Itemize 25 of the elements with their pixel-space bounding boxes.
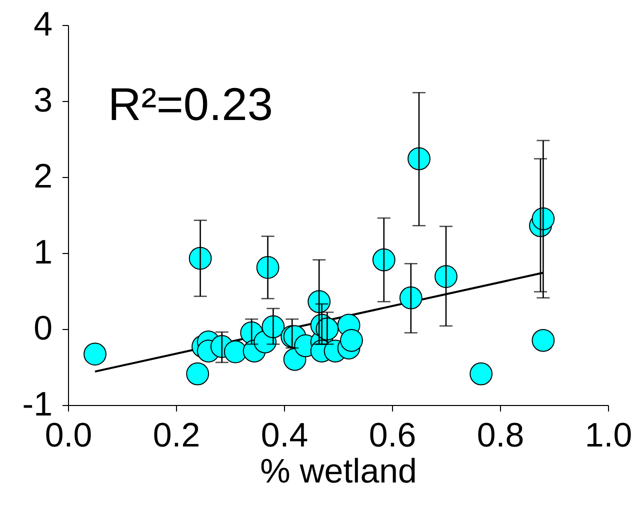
y-tick-label: 1 [34,234,52,272]
point [532,328,555,352]
x-tick-label: 0.6 [368,416,416,454]
y-tick-label: 2 [34,158,52,196]
y-tick-label: 3 [34,82,52,120]
x-axis-title: % wetland [260,452,417,490]
y-tick-label: 0 [34,310,52,348]
y-tick-label: 4 [34,6,52,44]
point [224,340,247,364]
point [399,286,422,310]
x-tick-label: 1.0 [584,416,632,454]
point [408,147,430,170]
point [256,256,280,279]
x-tick-label: 0.4 [260,416,308,454]
point [340,328,363,352]
point [434,265,458,288]
x-tick-label: 0.8 [476,416,524,454]
point [372,248,396,272]
x-tick-label: 0.2 [152,416,200,454]
point [188,246,212,270]
point [470,362,493,386]
annotation: R²=0.23 [108,78,273,130]
point [186,362,210,386]
point [84,342,106,366]
point [262,315,285,338]
